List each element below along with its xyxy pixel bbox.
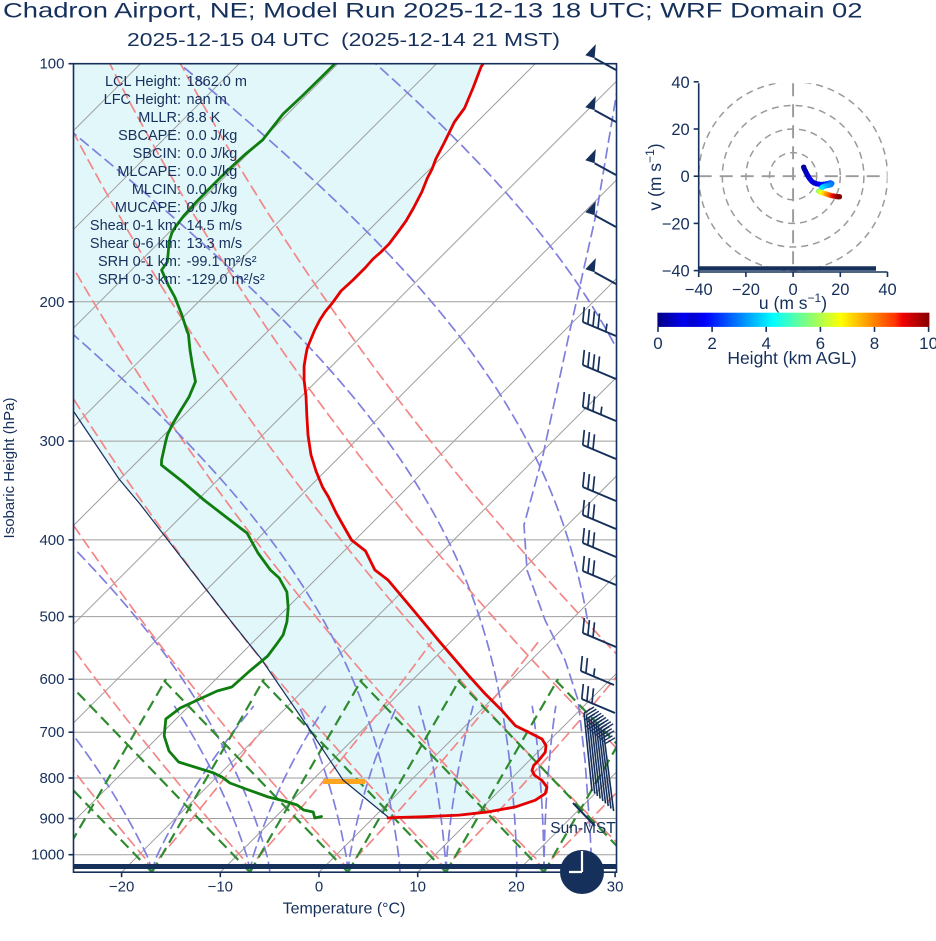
svg-text:40: 40	[671, 74, 689, 92]
svg-text:nan m: nan m	[187, 92, 227, 108]
svg-text:1000: 1000	[31, 847, 64, 864]
svg-text:0: 0	[681, 168, 690, 186]
svg-text:10: 10	[919, 334, 936, 353]
svg-text:SBCAPE:: SBCAPE:	[118, 128, 181, 144]
svg-text:40: 40	[878, 281, 896, 299]
svg-text:−20: −20	[662, 215, 690, 233]
svg-text:Shear 0-1 km:: Shear 0-1 km:	[90, 218, 181, 234]
svg-text:LFC Height:: LFC Height:	[104, 92, 181, 108]
svg-text:0: 0	[653, 334, 662, 353]
svg-text:2: 2	[707, 334, 716, 353]
svg-text:0.0 J/kg: 0.0 J/kg	[187, 146, 238, 162]
svg-text:0.0 J/kg: 0.0 J/kg	[187, 182, 238, 198]
svg-text:400: 400	[39, 532, 64, 549]
svg-text:−20: −20	[109, 879, 134, 896]
svg-text:13.3 m/s: 13.3 m/s	[187, 236, 243, 252]
svg-text:MLLR:: MLLR:	[138, 110, 181, 126]
svg-text:0.0 J/kg: 0.0 J/kg	[187, 164, 238, 180]
svg-text:Sun-MST: Sun-MST	[550, 820, 616, 837]
svg-text:-129.0 m²/s²: -129.0 m²/s²	[187, 272, 265, 288]
svg-text:1862.0 m: 1862.0 m	[187, 74, 247, 90]
svg-text:−40: −40	[685, 281, 713, 299]
svg-text:8: 8	[870, 334, 879, 353]
svg-text:SBCIN:: SBCIN:	[133, 146, 181, 162]
svg-text:700: 700	[39, 724, 64, 741]
svg-text:800: 800	[39, 770, 64, 787]
svg-text:0.0 J/kg: 0.0 J/kg	[187, 128, 238, 144]
svg-text:0.0 J/kg: 0.0 J/kg	[187, 200, 238, 216]
svg-text:Height (km AGL): Height (km AGL)	[727, 348, 856, 368]
svg-text:2025-12-15 04 UTC (2025-12-14: 2025-12-15 04 UTC (2025-12-14 21 MST)	[127, 29, 560, 50]
svg-text:MUCAPE:: MUCAPE:	[115, 200, 181, 216]
svg-text:500: 500	[39, 609, 64, 626]
svg-text:0: 0	[315, 879, 323, 896]
svg-text:Temperature (°C): Temperature (°C)	[283, 901, 406, 918]
svg-text:600: 600	[39, 671, 64, 688]
svg-text:-99.1 m²/s²: -99.1 m²/s²	[187, 254, 257, 270]
svg-text:8.8 K: 8.8 K	[187, 110, 221, 126]
svg-text:SRH 0-3 km:: SRH 0-3 km:	[98, 272, 181, 288]
svg-text:−20: −20	[732, 281, 760, 299]
svg-text:Chadron Airport, NE; Model Run: Chadron Airport, NE; Model Run 2025-12-1…	[3, 0, 863, 23]
svg-text:−10: −10	[208, 879, 233, 896]
svg-text:20: 20	[831, 281, 849, 299]
svg-text:−40: −40	[662, 263, 690, 281]
svg-text:LCL Height:: LCL Height:	[105, 74, 181, 90]
svg-text:MLCIN:: MLCIN:	[132, 182, 181, 198]
svg-text:Shear 0-6 km:: Shear 0-6 km:	[90, 236, 181, 252]
svg-text:300: 300	[39, 433, 64, 450]
svg-text:SRH 0-1 km:: SRH 0-1 km:	[98, 254, 181, 270]
svg-text:900: 900	[39, 811, 64, 828]
svg-text:200: 200	[39, 294, 64, 311]
svg-text:20: 20	[671, 121, 689, 139]
svg-text:Isobaric Height (hPa): Isobaric Height (hPa)	[1, 398, 18, 539]
svg-text:10: 10	[409, 879, 426, 896]
svg-text:30: 30	[607, 879, 624, 896]
svg-text:20: 20	[508, 879, 525, 896]
svg-text:14.5 m/s: 14.5 m/s	[187, 218, 243, 234]
svg-text:100: 100	[39, 56, 64, 73]
svg-text:MLCAPE:: MLCAPE:	[117, 164, 181, 180]
